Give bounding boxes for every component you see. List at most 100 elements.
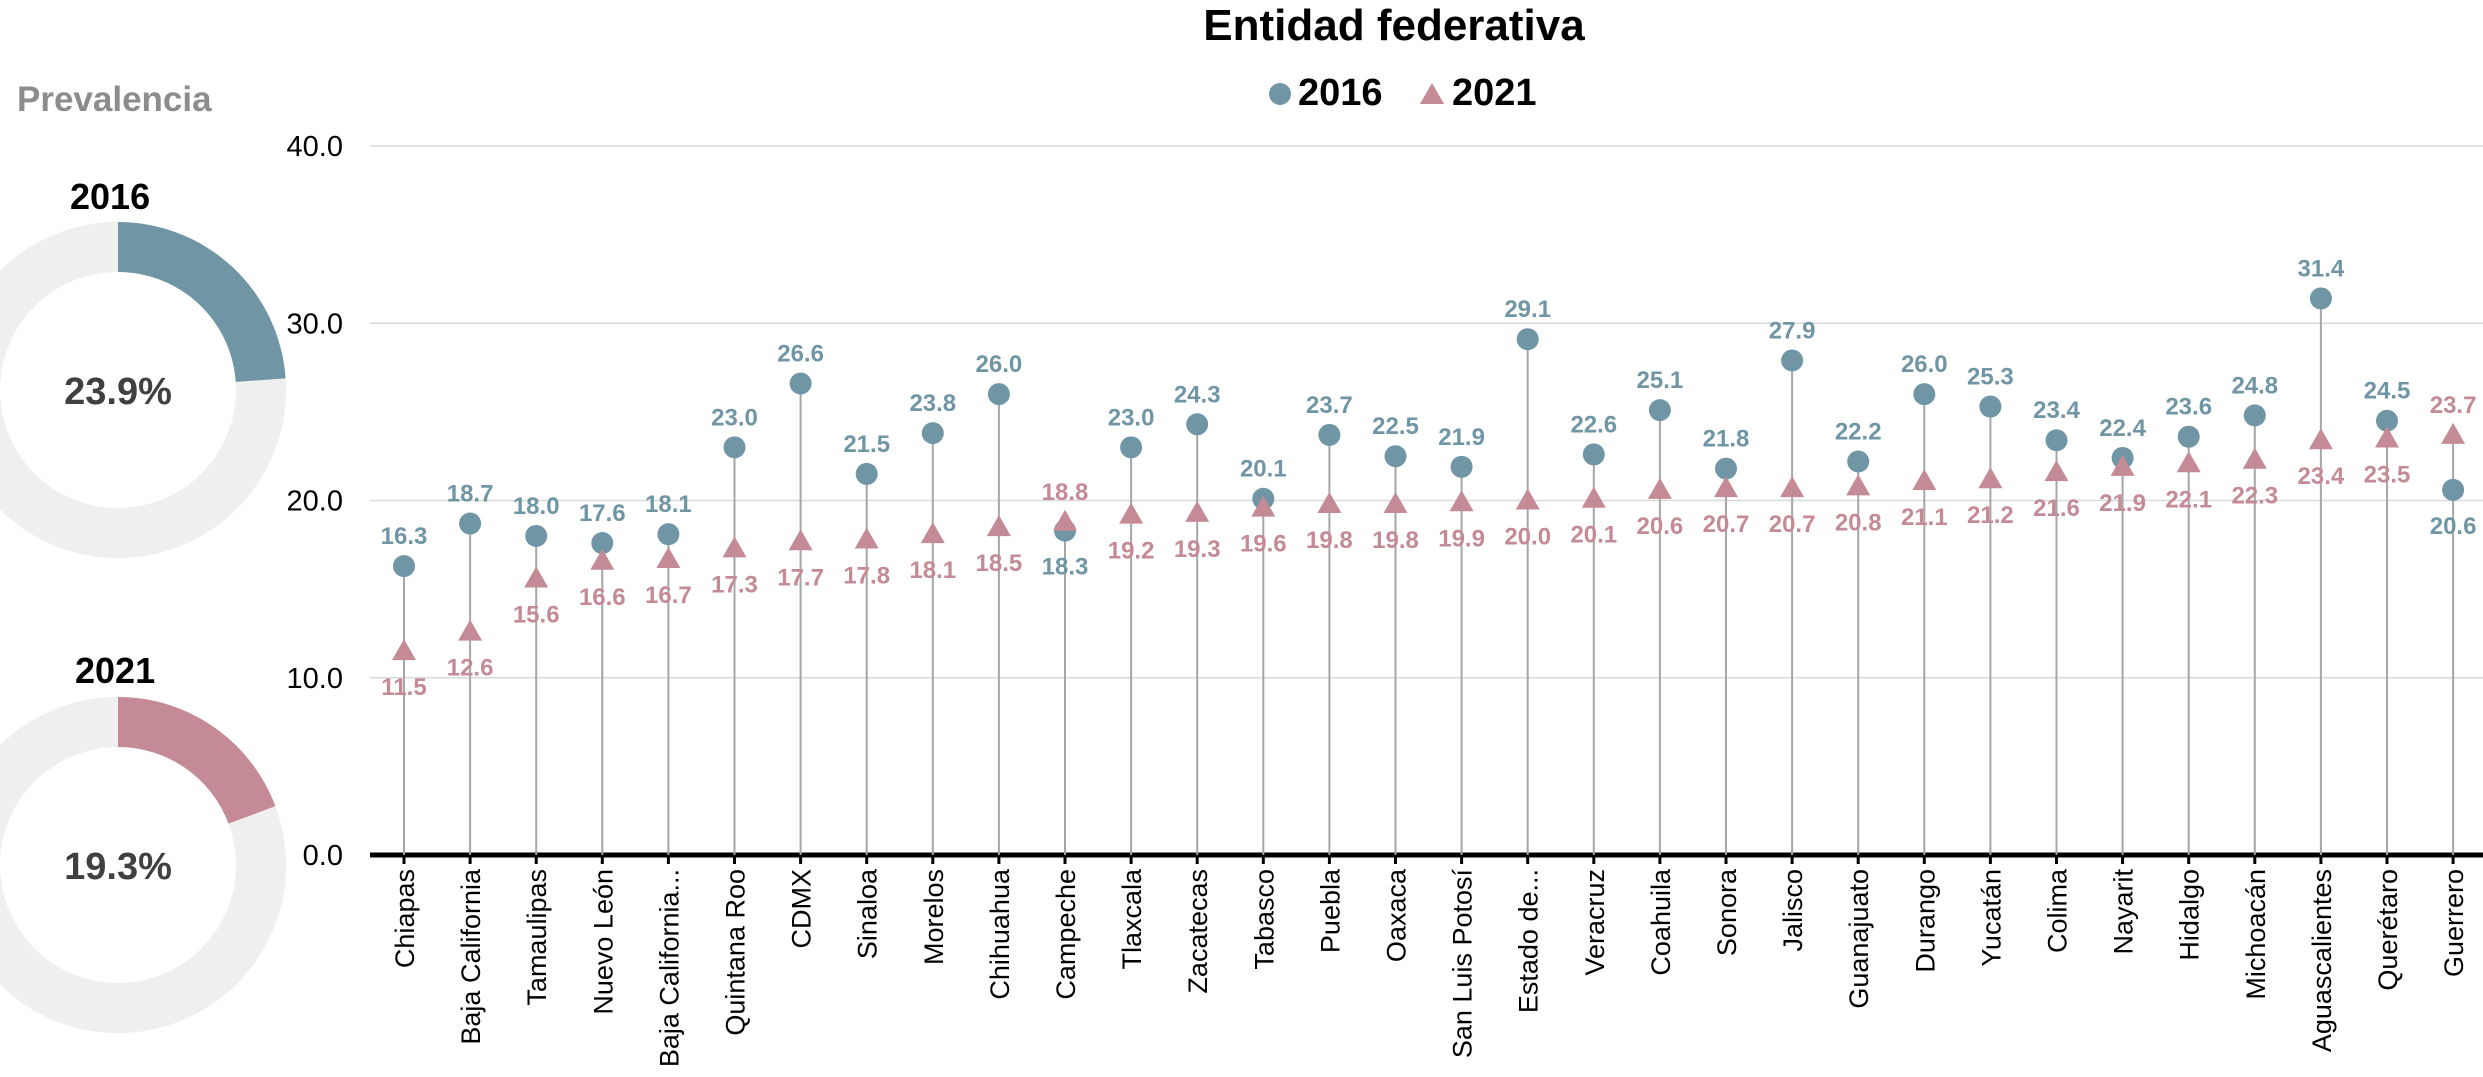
data-label-2016: 22.5 (1372, 413, 1419, 440)
data-label-2016: 22.4 (2099, 415, 2146, 442)
data-label-2021: 23.4 (2298, 463, 2345, 490)
donut-2016: 23.9% (0, 222, 286, 558)
data-label-2016: 24.3 (1174, 381, 1221, 408)
point-2021 (1515, 488, 1540, 510)
point-2021 (2176, 451, 2201, 473)
point-2016 (987, 383, 1010, 406)
category-group: 20.1 19.6 Tabasco (1240, 456, 1287, 970)
data-label-2016: 22.2 (1835, 419, 1882, 446)
data-label-2016: 18.0 (513, 493, 560, 520)
data-label-2021: 20.7 (1703, 511, 1750, 538)
y-tick-label: 40.0 (287, 131, 343, 163)
point-2016 (1781, 349, 1804, 372)
category-group: 26.0 18.5 Chihuahua (976, 351, 1023, 999)
x-tick-label: CDMX (787, 869, 817, 949)
point-2021 (2441, 422, 2466, 444)
x-tick-label: Michoacán (2241, 869, 2271, 1000)
data-label-2021: 22.1 (2165, 486, 2212, 513)
data-label-2021: 21.6 (2033, 495, 2080, 522)
point-2016 (855, 462, 878, 485)
x-tick-label: Estado de... (1514, 869, 1544, 1013)
point-2021 (1978, 467, 2003, 489)
x-tick-label: Veracruz (1580, 869, 1610, 976)
data-label-2021: 23.5 (2364, 461, 2411, 488)
x-tick-label: Quintana Roo (721, 869, 751, 1036)
legend-marker-2016 (1269, 83, 1291, 105)
x-tick-label: Durango (1910, 869, 1940, 973)
point-2016 (591, 532, 614, 555)
point-2021 (458, 619, 483, 641)
prevalence-label: Prevalencia (17, 80, 212, 119)
legend-label-2016: 2016 (1298, 72, 1383, 114)
category-group: 18.7 12.6 Baja California (447, 481, 494, 1045)
category-group: 24.8 22.3 Michoacán (2231, 372, 2278, 999)
category-group: 22.2 20.8 Guanajuato (1835, 419, 1882, 1009)
category-group: 22.6 20.1 Veracruz (1570, 411, 1617, 975)
point-2021 (1581, 486, 1606, 508)
point-2021 (920, 522, 945, 544)
x-tick-label: Coahuila (1646, 868, 1676, 976)
point-2021 (1119, 502, 1144, 524)
point-2021 (590, 548, 615, 570)
point-2016 (2309, 287, 2332, 310)
x-tick-label: Puebla (1315, 868, 1345, 953)
data-label-2021: 20.1 (1570, 522, 1617, 549)
category-group: 22.4 21.9 Nayarit (2099, 415, 2146, 955)
point-2016 (1450, 455, 1473, 478)
x-tick-label: Sinaloa (853, 868, 883, 959)
point-2016 (1913, 383, 1936, 406)
data-label-2021: 17.3 (711, 571, 758, 598)
category-group: 23.0 17.3 Quintana Roo (711, 404, 758, 1035)
category-group: 27.9 20.7 Jalisco (1769, 317, 1816, 951)
data-label-2021: 17.7 (777, 564, 824, 591)
y-tick-label: 10.0 (287, 663, 343, 695)
point-2016 (657, 523, 680, 546)
point-2021 (1053, 509, 1077, 531)
x-tick-label: Guanajuato (1844, 869, 1874, 1009)
data-label-2016: 26.0 (976, 351, 1023, 378)
data-label-2016: 23.0 (711, 404, 758, 431)
legend-label-2021: 2021 (1452, 72, 1537, 114)
legend: 2016 2021 (1269, 72, 1537, 114)
data-label-2021: 19.2 (1108, 538, 1155, 565)
category-group: 23.7 19.8 Puebla (1306, 392, 1353, 953)
data-label-2016: 25.3 (1967, 364, 2014, 391)
x-tick-label: Oaxaca (1382, 868, 1412, 962)
point-2016 (1186, 413, 1209, 436)
donut-arc (118, 697, 276, 824)
y-tick-label: 20.0 (287, 486, 343, 518)
category-group: 29.1 20.0 Estado de... (1504, 296, 1551, 1013)
point-2021 (1647, 477, 1672, 499)
y-tick-label: 0.0 (303, 840, 343, 872)
data-label-2016: 21.5 (843, 431, 890, 458)
category-group: 16.3 11.5 Chiapas (381, 523, 428, 968)
data-label-2021: 18.8 (1042, 479, 1089, 506)
point-2016 (2243, 404, 2266, 427)
point-2021 (1251, 495, 1276, 517)
data-label-2016: 18.1 (645, 491, 692, 518)
point-2021 (1912, 469, 1937, 491)
category-group: 23.6 22.1 Hidalgo (2165, 394, 2212, 961)
data-label-2021: 19.3 (1174, 536, 1221, 563)
point-2021 (986, 515, 1011, 537)
x-tick-label: Nayarit (2109, 869, 2139, 955)
point-2016 (2045, 429, 2068, 452)
donut-value-label: 19.3% (64, 846, 172, 888)
x-tick-label: Campeche (1051, 869, 1081, 1000)
data-label-2021: 16.7 (645, 582, 692, 609)
data-label-2021: 20.8 (1835, 509, 1882, 536)
chart-title: Entidad federativa (1203, 1, 1585, 50)
category-group: 21.9 19.9 San Luis Potosí (1438, 424, 1485, 1058)
data-label-2016: 16.3 (381, 523, 428, 550)
data-label-2021: 21.2 (1967, 502, 2014, 529)
x-tick-label: Guerrero (2439, 869, 2469, 977)
point-2021 (2375, 426, 2399, 448)
data-label-2021: 15.6 (513, 601, 560, 628)
point-2021 (524, 566, 549, 588)
point-2016 (2376, 409, 2398, 432)
category-group: 24.5 23.5 Querétaro (2364, 378, 2411, 991)
point-2021 (788, 529, 813, 551)
point-2016 (2177, 425, 2200, 448)
